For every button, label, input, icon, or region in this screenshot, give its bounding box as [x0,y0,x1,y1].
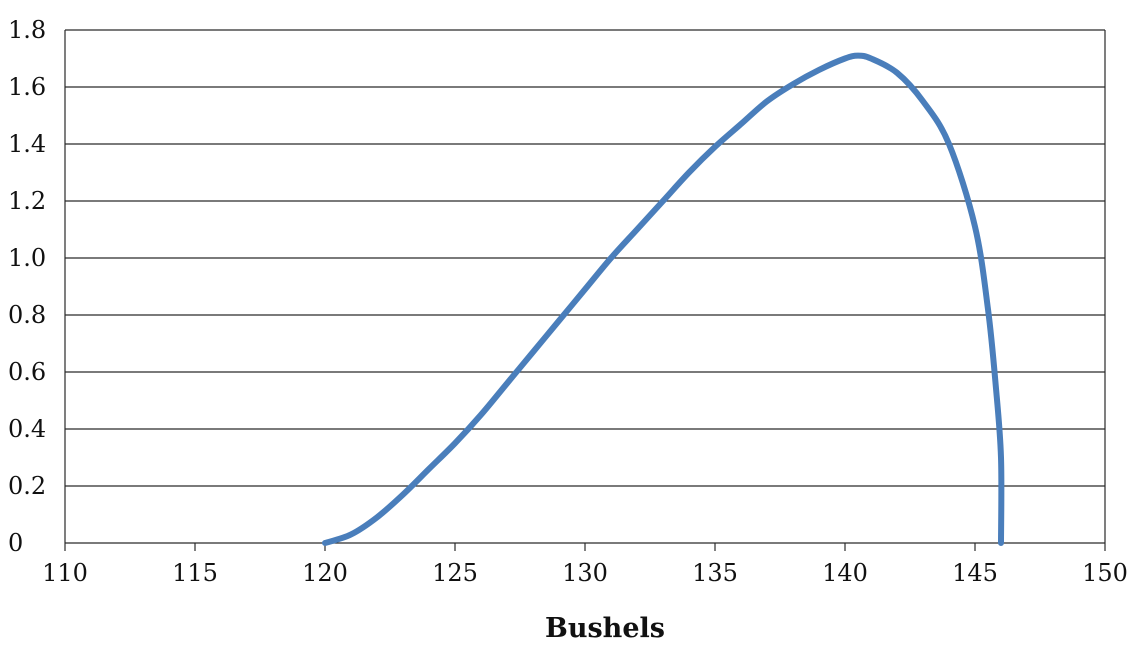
y-tick-label: 1.4 [8,130,46,158]
y-tick-label: 0.2 [8,472,46,500]
x-tick-label: 120 [302,559,348,587]
x-tick-label: 135 [692,559,738,587]
y-tick-label: 0.6 [8,358,46,386]
y-tick-label: 0.8 [8,301,46,329]
y-tick-label: 1.6 [8,73,46,101]
axes [64,30,1106,551]
x-tick-label: 125 [432,559,478,587]
x-tick-label: 130 [562,559,608,587]
series-line [322,52,1005,546]
y-tick-label: 1.2 [8,187,46,215]
series [322,52,1005,546]
x-tick-label: 145 [952,559,998,587]
x-tick-labels: 110 115 120 125 130 135 140 145 150 [42,559,1128,587]
y-tick-label: 0.4 [8,415,46,443]
x-tick-label: 115 [172,559,218,587]
y-tick-labels: 0 0.2 0.4 0.6 0.8 1.0 1.2 1.4 1.6 1.8 [8,16,46,557]
y-tick-label: 0 [8,529,23,557]
x-axis-title: Bushels [545,613,665,644]
y-tick-label: 1.8 [8,16,46,44]
x-tick-label: 110 [42,559,88,587]
x-tick-label: 150 [1082,559,1128,587]
gridlines [65,29,1105,487]
y-tick-label: 1.0 [8,244,46,272]
x-tick-label: 140 [822,559,868,587]
